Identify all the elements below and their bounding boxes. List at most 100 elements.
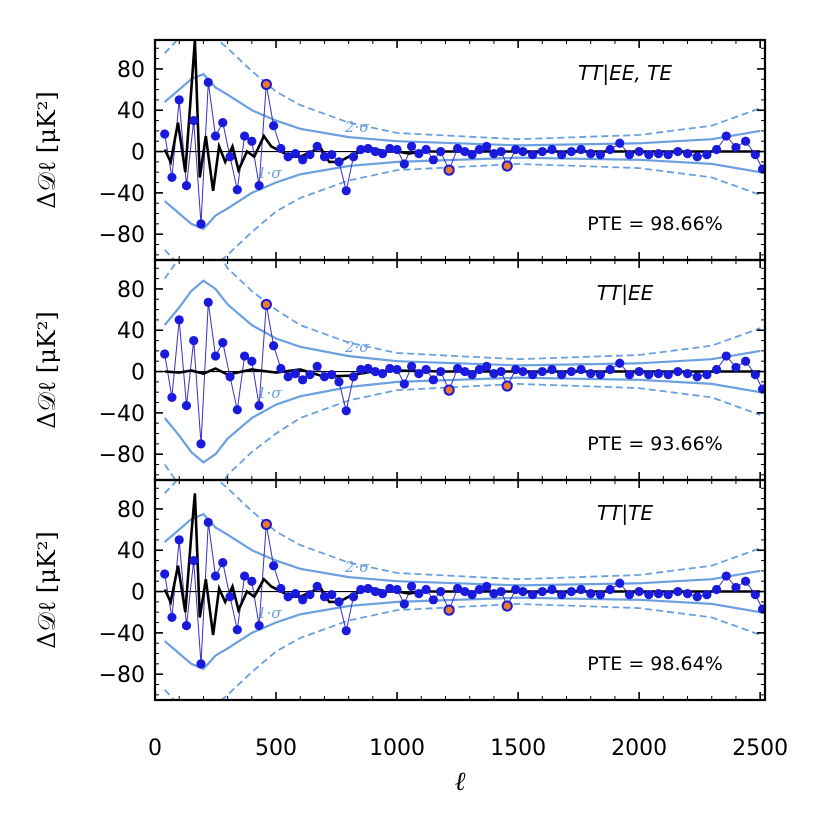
data-point bbox=[711, 144, 722, 155]
data-point bbox=[624, 150, 635, 160]
data-point bbox=[160, 129, 170, 139]
two-sigma-label: 2·σ bbox=[344, 338, 370, 356]
data-point bbox=[460, 366, 470, 377]
data-point bbox=[414, 149, 424, 159]
one-sigma-lower-line bbox=[163, 596, 761, 671]
data-point bbox=[305, 150, 315, 160]
x-tick-label: 500 bbox=[255, 736, 297, 761]
data-point bbox=[452, 143, 463, 154]
data-point bbox=[518, 366, 528, 377]
data-point bbox=[348, 592, 359, 602]
data-point bbox=[421, 144, 431, 155]
data-point bbox=[247, 136, 257, 146]
data-point bbox=[269, 121, 279, 131]
data-point bbox=[385, 143, 395, 154]
data-point bbox=[634, 146, 644, 157]
one-sigma-label: 1·σ bbox=[257, 164, 282, 182]
data-point bbox=[334, 377, 344, 387]
data-point bbox=[644, 590, 654, 600]
data-point bbox=[377, 149, 388, 159]
y-tick-label: 80 bbox=[117, 58, 145, 83]
data-point bbox=[436, 366, 446, 377]
one-sigma-upper-line bbox=[163, 279, 761, 367]
data-point bbox=[460, 146, 470, 157]
data-point bbox=[218, 118, 228, 128]
panel-2: 2·σ 1·σ 80 40 0 −40 −80 TT|EE PTE = 93.66% Δ𝒟ℓ [μ… bbox=[33, 258, 767, 482]
data-point bbox=[586, 369, 596, 379]
data-point bbox=[174, 315, 184, 325]
y-tick-label: −40 bbox=[99, 182, 145, 207]
data-point bbox=[356, 584, 366, 595]
data-point bbox=[319, 152, 330, 162]
data-point bbox=[511, 364, 521, 375]
y-axis-label: Δ𝒟ℓ [μK²] bbox=[33, 91, 61, 208]
data-point bbox=[399, 159, 409, 169]
two-sigma-label: 2·σ bbox=[344, 558, 370, 576]
data-point bbox=[615, 358, 625, 368]
data-point bbox=[547, 144, 557, 155]
y-axis-label: Δ𝒟ℓ [μK²] bbox=[33, 531, 61, 648]
data-point bbox=[537, 586, 547, 597]
data-point bbox=[474, 364, 484, 375]
data-point bbox=[537, 146, 547, 157]
data-point bbox=[741, 356, 751, 366]
panel-frame bbox=[153, 478, 767, 702]
panel-title: TT|EE, TE bbox=[578, 61, 672, 85]
y-tick-label: −80 bbox=[99, 443, 145, 468]
data-point bbox=[239, 131, 250, 141]
data-point bbox=[218, 558, 228, 568]
y-tick-label: 0 bbox=[131, 581, 145, 606]
data-point bbox=[414, 589, 424, 599]
data-point bbox=[348, 372, 359, 382]
data-point bbox=[385, 583, 395, 594]
data-point bbox=[741, 576, 751, 586]
data-point bbox=[203, 77, 213, 87]
data-point bbox=[452, 583, 463, 594]
data-point bbox=[452, 363, 463, 374]
data-point bbox=[702, 590, 712, 600]
data-point bbox=[474, 584, 484, 595]
data-point bbox=[576, 144, 586, 155]
data-point bbox=[189, 555, 199, 566]
data-point bbox=[312, 581, 322, 591]
data-point bbox=[653, 149, 664, 159]
data-point bbox=[741, 136, 751, 146]
data-point bbox=[203, 297, 213, 307]
data-point bbox=[370, 366, 380, 377]
data-point bbox=[363, 363, 373, 374]
data-point bbox=[218, 338, 228, 348]
data-point bbox=[276, 143, 286, 154]
data-point bbox=[363, 583, 373, 594]
data-point bbox=[634, 586, 644, 597]
panel-title: TT|EE bbox=[597, 281, 654, 305]
one-sigma-label: 1·σ bbox=[257, 384, 282, 402]
data-point bbox=[160, 569, 170, 579]
data-point bbox=[283, 592, 293, 602]
data-point bbox=[399, 379, 409, 389]
data-point bbox=[363, 143, 373, 154]
data-point bbox=[731, 582, 741, 593]
data-point bbox=[644, 150, 654, 160]
panel-title: TT|TE bbox=[597, 501, 653, 525]
data-point bbox=[757, 384, 765, 394]
pte-label: PTE = 93.66% bbox=[587, 433, 723, 455]
data-point bbox=[757, 604, 765, 614]
x-tick-label: 0 bbox=[148, 736, 162, 761]
data-point bbox=[511, 144, 521, 155]
data-point bbox=[174, 95, 184, 105]
data-point bbox=[528, 590, 538, 600]
data-point bbox=[496, 586, 506, 597]
data-point bbox=[496, 366, 506, 377]
data-point bbox=[232, 625, 242, 635]
data-point bbox=[467, 590, 477, 600]
data-point bbox=[653, 369, 664, 379]
data-point bbox=[721, 571, 731, 581]
panels: 2·σ 1·σ 80 40 0 −40 −80 TT|EE, TE PTE = 98.66% Δ𝒟… bbox=[33, 38, 788, 761]
data-point bbox=[196, 219, 206, 229]
data-point bbox=[566, 586, 576, 597]
two-sigma-lower-line bbox=[163, 382, 761, 480]
data-point bbox=[489, 589, 499, 599]
data-point bbox=[239, 571, 250, 581]
data-point bbox=[421, 364, 431, 375]
data-point bbox=[196, 439, 206, 449]
